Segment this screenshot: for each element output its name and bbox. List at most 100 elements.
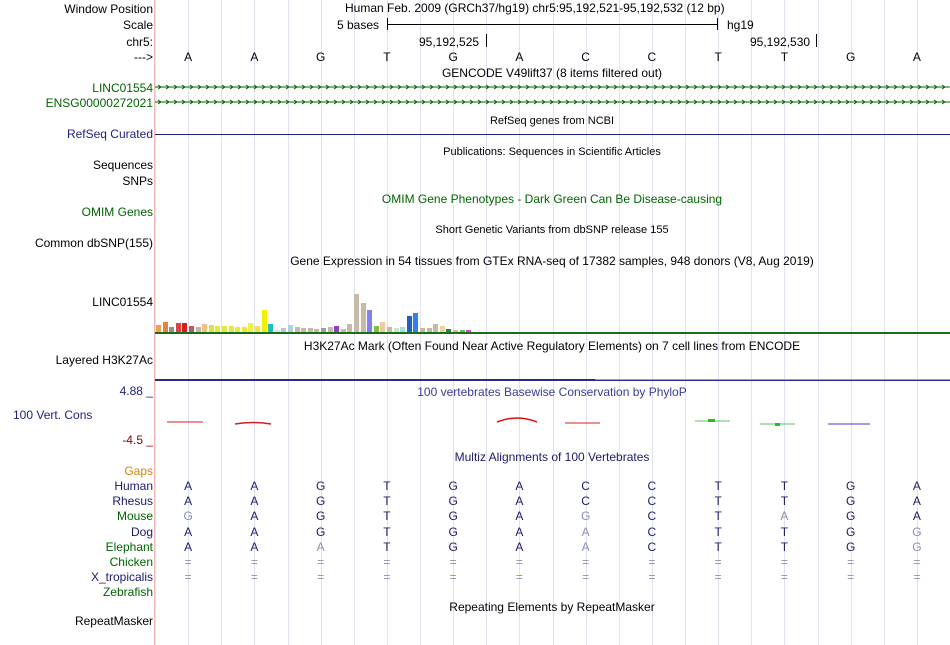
refseq-feature[interactable] [155,134,950,135]
gtex-tissue-bar[interactable] [340,329,346,332]
gtex-label[interactable]: LINC01554 [92,295,153,309]
gridline [851,0,852,645]
multiz-base: G [845,539,856,554]
multiz-base: G [315,479,326,493]
gtex-tissue-bar[interactable] [334,326,340,332]
track-area[interactable]: Human Feb. 2009 (GRCh37/hg19) chr5:95,19… [155,0,950,645]
gtex-tissue-bar[interactable] [466,330,472,332]
cons-min-label: -4.5 _ [122,433,153,447]
gtex-tissue-bar[interactable] [413,313,419,332]
gtex-bar-chart[interactable] [155,270,555,332]
multiz-base: C [581,494,590,509]
gtex-tissue-bar[interactable] [208,325,214,332]
gtex-tissue-bar[interactable] [182,323,188,332]
refseq-label[interactable]: RefSeq Curated [66,127,153,141]
gridline [221,0,222,645]
multiz-species-label[interactable]: Dog [130,524,153,539]
gtex-tissue-bar[interactable] [327,327,333,332]
multiz-base: A [780,509,789,524]
gtex-tissue-bar[interactable] [439,326,445,332]
gtex-tissue-bar[interactable] [400,327,406,332]
gtex-tissue-bar[interactable] [235,327,241,332]
gridline [652,0,653,645]
gtex-tissue-bar[interactable] [321,328,326,332]
gtex-tissue-bar[interactable] [255,326,260,332]
multiz-species-label[interactable]: Rhesus [112,494,153,509]
multiz-species-label[interactable]: Mouse [116,509,153,524]
gtex-tissue-bar[interactable] [228,326,234,332]
multiz-species-label[interactable]: Human [114,479,153,493]
gtex-tissue-bar[interactable] [426,328,432,332]
window-position-label: Window Position [64,2,153,16]
gtex-tissue-bar[interactable] [202,324,208,332]
h3k27ac-signal[interactable] [155,379,950,381]
dbsnp-label[interactable]: Common dbSNP(155) [34,236,153,250]
multiz-base: A [912,494,921,509]
gtex-tissue-bar[interactable] [294,327,300,332]
coord-tick-2 [816,34,817,47]
gtex-tissue-bar[interactable] [175,323,181,332]
gtex-tissue-bar[interactable] [367,310,373,332]
gridline [718,0,719,645]
gtex-tissue-bar[interactable] [393,328,399,332]
cons-label[interactable]: 100 Vert. Cons [13,408,93,422]
gtex-tissue-bar[interactable] [420,328,425,332]
multiz-species-label[interactable]: X_tropicalis [90,570,153,585]
gtex-tissue-bar[interactable] [307,328,313,332]
multiz-base: G [448,524,458,539]
multiz-species-label[interactable]: Chicken [109,555,153,569]
gtex-tissue-bar[interactable] [387,327,392,332]
gencode-item-linc01554[interactable]: LINC01554 [92,81,153,95]
omim-title: OMIM Gene Phenotypes - Dark Green Can Be… [381,192,723,206]
pubs-snps-label[interactable]: SNPs [122,174,153,188]
gtex-tissue-bar[interactable] [301,328,307,332]
gtex-tissue-bar[interactable] [222,326,227,332]
gtex-tissue-bar[interactable] [189,326,194,332]
rmsk-label[interactable]: RepeatMasker [74,614,153,628]
gencode-item-ensg[interactable]: ENSG00000272021 [45,96,153,110]
multiz-species-label[interactable]: Elephant [105,539,153,554]
multiz-base: T [383,509,391,524]
gtex-tissue-bar[interactable] [373,326,379,332]
multiz-base: = [383,570,391,585]
pubs-sequences-label[interactable]: Sequences [92,158,153,172]
gencode-strand-chevrons [157,84,946,105]
multiz-base: T [780,524,789,539]
gtex-tissue-bar[interactable] [274,330,280,332]
gtex-tissue-bar[interactable] [380,322,386,332]
gtex-tissue-bar[interactable] [215,326,221,332]
gtex-tissue-bar[interactable] [268,324,274,332]
h3k27ac-label[interactable]: Layered H3K27Ac [55,353,153,367]
gtex-tissue-bar[interactable] [406,316,412,332]
gtex-tissue-bar[interactable] [347,324,353,332]
gtex-tissue-bar[interactable] [288,325,293,332]
reference-base: T [714,50,722,64]
gtex-tissue-bar[interactable] [459,330,465,332]
reference-base: A [912,50,921,64]
gtex-tissue-bar[interactable] [169,327,175,332]
multiz-base: = [515,570,523,585]
multiz-species-label[interactable]: Zebrafish [102,585,153,600]
gtex-tissue-bar[interactable] [453,330,458,332]
gtex-tissue-bar[interactable] [156,325,161,332]
gtex-tissue-bar[interactable] [360,303,366,332]
multiz-base: = [250,570,258,585]
gtex-tissue-bar[interactable] [354,294,359,332]
gtex-tissue-bar[interactable] [248,323,254,332]
gtex-tissue-bar[interactable] [241,327,247,332]
gridline [453,0,454,645]
omim-label[interactable]: OMIM Genes [81,205,153,219]
gencode-features[interactable] [155,81,950,111]
cons-signal[interactable] [155,410,950,440]
gtex-tissue-bar[interactable] [433,324,439,332]
gtex-tissue-bar[interactable] [195,327,201,332]
gtex-tissue-bar[interactable] [314,329,320,332]
gtex-tissue-bar[interactable] [281,328,287,332]
coord-tick-1 [486,34,487,47]
gtex-tissue-bar[interactable] [261,310,267,332]
h3k27ac-signal-overlay [595,379,950,380]
gtex-tissue-bar[interactable] [446,329,452,332]
gtex-tissue-bar[interactable] [162,322,168,332]
multiz-base: T [780,479,789,493]
